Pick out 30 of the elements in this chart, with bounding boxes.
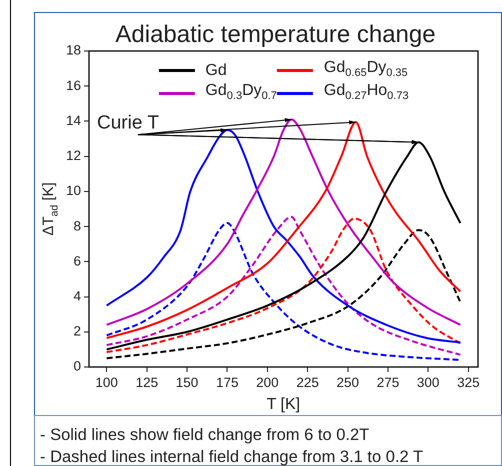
y-tick-label: 12 (66, 148, 81, 164)
annotation: Curie T (97, 112, 160, 134)
y-tick-label: 8 (73, 218, 81, 234)
x-tick-label: 325 (457, 374, 480, 390)
y-tick-label: 4 (73, 288, 82, 304)
chart-title: Adiabatic temperature change (115, 21, 436, 48)
legend-label: Gd (205, 62, 227, 80)
y-tick-label: 14 (66, 112, 82, 128)
y-tick-label: 10 (66, 183, 81, 198)
y-tick-label: 18 (66, 42, 81, 58)
x-tick-label: 175 (216, 374, 239, 390)
legend-label: Gd$_{0.3}$Dy$_{0.7}$ (205, 82, 277, 104)
y-tick-label: 6 (73, 253, 81, 268)
y-tick-label: 2 (73, 324, 81, 339)
x-tick-label: 150 (176, 374, 198, 390)
text: - Solid lines show field change from 6 to 0.2T (40, 425, 370, 446)
x-tick-label: 100 (95, 374, 118, 390)
x-tick-label: 275 (376, 374, 400, 390)
legend-label: Gd$_{0.27}$Ho$_{0.73}$ (324, 82, 409, 104)
y-tick-label: 16 (66, 78, 81, 93)
x-axis-title: T [K] (266, 396, 300, 413)
x-tick-label: 250 (336, 374, 360, 390)
legend-label: Gd$_{0.65}$Dy$_{0.35}$ (324, 59, 408, 82)
text: - Dashed lines internal field change from 3.1 to 0.2 T (40, 447, 424, 466)
y-tick-label: 0 (73, 358, 81, 374)
x-tick-label: 125 (136, 374, 158, 390)
x-tick-label: 300 (416, 374, 440, 390)
x-tick-label: 225 (296, 374, 319, 390)
y-axis-title: ΔTad [K] (40, 182, 60, 236)
x-tick-label: 200 (256, 374, 279, 390)
